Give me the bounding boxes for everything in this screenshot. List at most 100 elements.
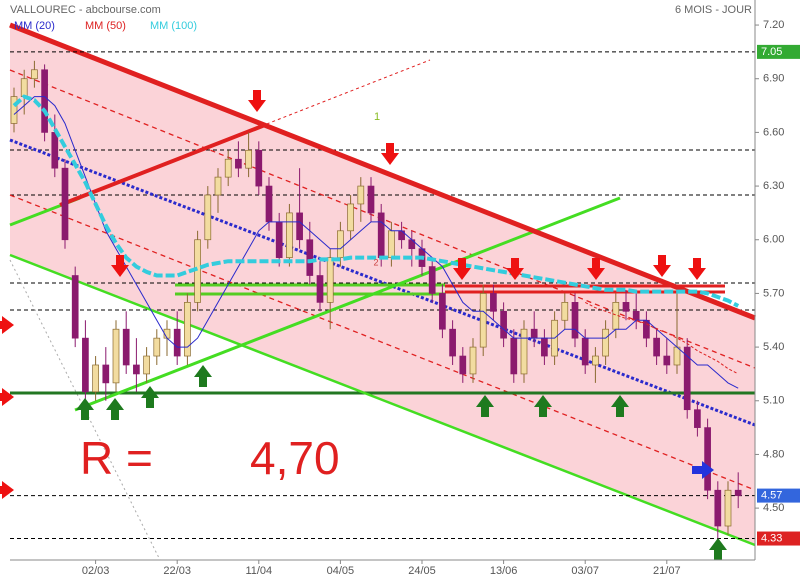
candle-body [143,355,150,375]
candle-body [581,337,589,366]
arrow [476,395,494,417]
x-tick-label: 24/05 [408,565,436,577]
candle-body [663,355,671,366]
x-tick-label: 03/07 [571,565,599,577]
moving-average [13,96,739,389]
arrow [688,258,706,280]
candle-body [724,489,732,527]
candle-body [316,275,324,303]
y-tick-label: 4.80 [763,448,784,460]
price-marker-label: 7.05 [761,46,782,58]
candle-body [592,355,599,366]
x-tick-label: 21/07 [653,565,681,577]
candle-body [479,293,487,348]
chart-title: VALLOUREC - abcbourse.com [10,4,161,16]
candle-body [571,302,579,339]
candle-body [734,489,742,496]
candle-body [541,337,548,357]
arrow [534,395,552,417]
x-tick-label: 13/06 [490,565,518,577]
candle-body [184,302,191,357]
candle-body [214,176,222,196]
x-tick-label: 11/04 [245,565,272,577]
candle-body [602,328,609,357]
candle-body [326,257,334,303]
legend-entry: MM (20) [14,20,55,32]
candle-body [714,489,722,527]
arrow [453,258,471,280]
x-tick-label: 22/03 [163,565,191,577]
price-marker [757,531,800,546]
candle-body [82,337,89,393]
arrow [381,143,399,165]
arrow [76,398,94,420]
candle-body [245,149,252,169]
y-tick-label: 6.90 [763,73,784,85]
legend-entry: MM (100) [150,20,197,32]
trend-line [9,69,756,369]
candle-body [388,230,395,258]
arrow [0,388,14,406]
candle-body [275,221,283,258]
candle-body [71,275,79,339]
r-value: 4,70 [250,432,340,484]
wave-label: 2 [373,257,378,267]
legend-entry: MM (50) [85,20,126,32]
y-tick-label: 5.70 [763,287,784,299]
candle-body [510,337,518,375]
candle-body [102,364,110,384]
candle-body [133,364,140,375]
candle-body [173,328,181,357]
y-tick-label: 5.10 [763,395,784,407]
candle-body [561,302,569,321]
arrow [0,316,14,334]
candle-body [632,310,640,321]
candle-body [204,194,212,241]
candle-body [41,69,48,133]
candle-body [51,132,59,169]
arrow [506,258,524,280]
candle-body [622,302,630,312]
candle-body [500,310,507,339]
r-label: R = [80,432,153,484]
candle-body [653,337,660,357]
candle-body [296,212,303,241]
candle-body [357,185,365,205]
candle-body [469,346,477,375]
trend-line [9,138,756,427]
arrow [709,538,727,560]
arrow [653,255,671,277]
candle-body [10,96,18,124]
y-tick-label: 4.50 [763,502,784,514]
trend-line [9,22,756,321]
candle-body [265,185,273,223]
arrow [194,365,212,387]
arrow [106,398,124,420]
candle-body [459,355,467,375]
candle-body [347,203,354,232]
trend-line [9,253,756,547]
arrow [587,258,605,280]
candle-body [694,409,701,428]
candle-body [490,293,497,312]
price-marker [757,44,800,59]
candle-body [428,266,436,294]
candle-body [683,346,691,411]
y-tick-label: 5.40 [763,341,784,353]
candle-body [530,328,538,339]
arrow [611,395,629,417]
arrow [141,386,159,408]
candle-body [255,149,263,187]
trend-line [59,123,266,207]
y-tick-label: 6.30 [763,180,784,192]
candle-body [673,346,681,366]
candle-body [449,328,456,357]
y-tick-label: 6.60 [763,126,784,138]
x-tick-label: 04/05 [327,565,355,577]
candle-body [367,185,375,214]
trend-line [9,259,161,561]
candle-body [337,230,344,258]
arrow [0,481,14,499]
arrows [0,90,727,560]
